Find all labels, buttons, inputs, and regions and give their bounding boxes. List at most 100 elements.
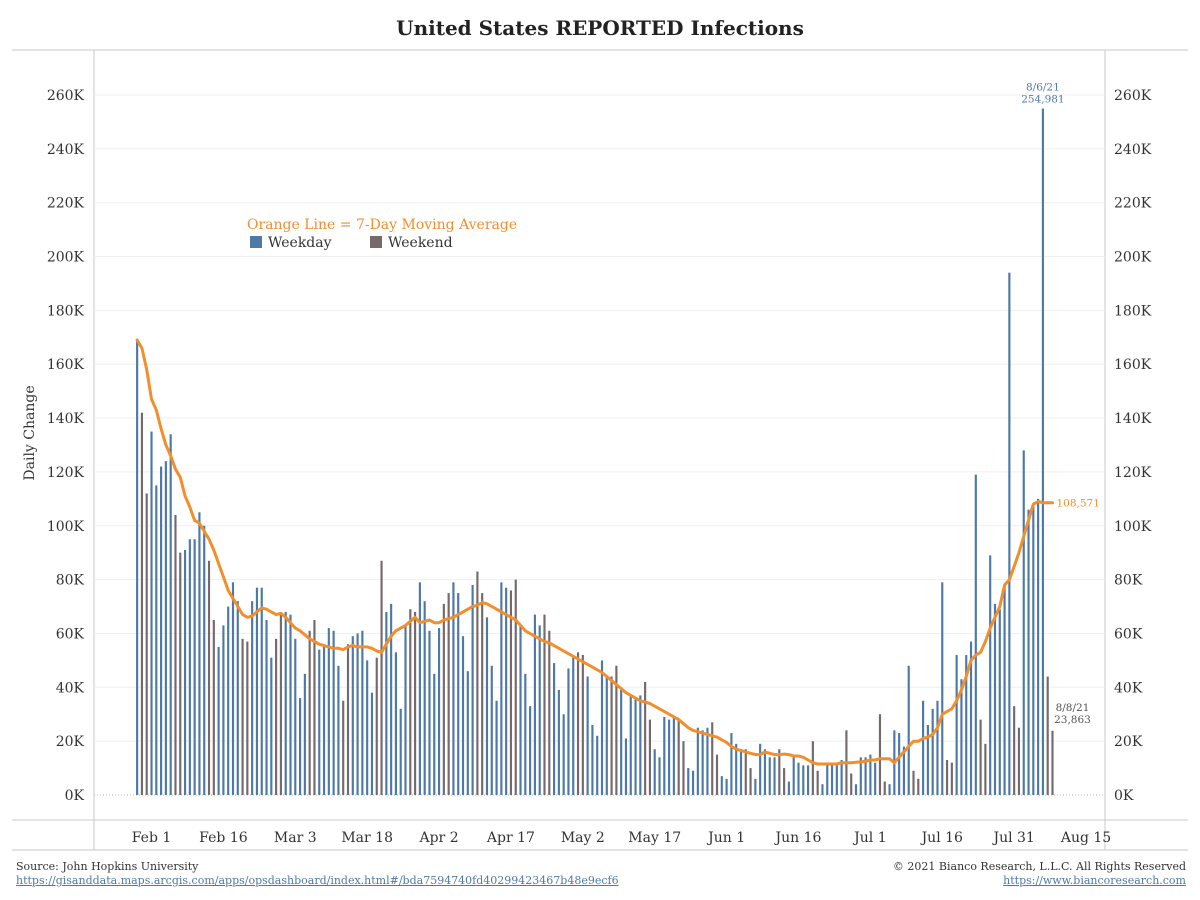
weekend-bar — [850, 773, 853, 795]
weekend-bar — [275, 638, 278, 795]
weekend-bar — [548, 630, 551, 795]
weekday-bar — [452, 582, 455, 795]
legend-label-weekday: Weekday — [268, 235, 332, 251]
weekend-bar — [308, 630, 311, 795]
weekday-bar — [725, 778, 728, 795]
y-tick-label-left: 60K — [56, 626, 85, 642]
weekday-bar — [874, 762, 877, 795]
legend-swatch-weekend — [370, 236, 382, 248]
weekday-bar — [941, 582, 944, 795]
y-tick-label-right: 140K — [1114, 411, 1152, 427]
weekday-bar — [231, 582, 235, 795]
weekday-bar — [198, 512, 201, 795]
weekday-bar — [898, 733, 901, 795]
weekend-bar — [816, 770, 819, 795]
legend-label-weekend: Weekend — [388, 235, 453, 251]
y-tick-label-right: 0K — [1114, 788, 1134, 804]
weekday-bar — [596, 735, 599, 795]
weekend-bar — [878, 714, 882, 795]
x-tick-label: Aug 15 — [1060, 830, 1111, 846]
weekday-bar — [802, 765, 805, 795]
source-link[interactable]: https://gisanddata.maps.arcgis.com/apps/… — [16, 874, 619, 887]
weekday-bar — [787, 781, 790, 795]
weekend-bar — [576, 652, 580, 795]
weekday-bar — [356, 633, 359, 795]
weekday-bar — [294, 638, 297, 795]
x-tick-label: Jul 31 — [991, 830, 1034, 846]
weekday-bar — [835, 762, 838, 795]
y-tick-label-left: 180K — [47, 303, 85, 319]
weekday-bar — [562, 714, 565, 795]
x-tick-label: Jul 1 — [852, 830, 886, 846]
weekend-bar — [811, 741, 814, 795]
weekend-bar — [313, 620, 316, 795]
weekday-bar — [730, 733, 733, 795]
x-tick-label: Apr 17 — [486, 830, 535, 846]
weekday-bar — [303, 673, 306, 795]
weekend-bar — [543, 614, 546, 795]
y-tick-label-right: 240K — [1114, 142, 1152, 158]
weekend-bar — [749, 768, 752, 795]
weekday-bar — [466, 671, 469, 795]
weekday-bar — [399, 708, 402, 795]
weekday-bar — [955, 655, 958, 795]
weekday-bar — [859, 757, 862, 795]
weekend-bar — [246, 641, 249, 795]
weekday-bar — [337, 665, 340, 795]
weekday-bar — [538, 625, 541, 795]
weekend-bar — [375, 657, 378, 795]
weekday-bar — [696, 727, 699, 795]
weekend-bar — [342, 700, 345, 795]
weekday-bar — [227, 606, 230, 795]
weekend-bar — [481, 593, 484, 795]
weekday-bar — [390, 603, 393, 795]
x-tick-label: May 2 — [561, 830, 605, 846]
weekday-bar — [691, 770, 695, 795]
weekday-bar — [768, 757, 771, 795]
weekday-bar — [1008, 272, 1011, 795]
weekend-bar — [778, 749, 781, 795]
weekday-bar — [620, 687, 623, 795]
weekday-bar — [687, 768, 690, 795]
weekday-bar — [864, 757, 867, 795]
weekend-bar — [984, 743, 987, 795]
weekday-bar — [203, 525, 206, 795]
weekday-bar — [150, 431, 153, 795]
weekday-bar — [854, 784, 858, 795]
y-tick-label-right: 60K — [1114, 626, 1143, 642]
y-tick-label-left: 160K — [47, 357, 85, 373]
y-tick-label-right: 260K — [1114, 88, 1152, 104]
x-tick-label: Jun 1 — [706, 830, 745, 846]
weekday-bar — [552, 663, 556, 795]
weekday-bar — [739, 749, 743, 795]
weekday-bar — [668, 719, 671, 795]
weekday-bar — [701, 730, 704, 795]
weekday-bar — [222, 625, 225, 795]
y-tick-label-left: 120K — [47, 465, 85, 481]
weekday-bar — [931, 708, 934, 795]
weekday-bar — [586, 676, 589, 795]
weekday-bar — [298, 698, 302, 795]
weekend-bar — [950, 762, 953, 795]
weekday-bar — [600, 660, 604, 795]
x-axis: Feb 1 Feb 16 Mar 3 Mar 18 Apr 2 Apr 17 May 2 Ma… — [132, 830, 1111, 846]
y-tick-label-left: 220K — [47, 196, 85, 212]
annotation-last-value: 23,863 — [1054, 714, 1091, 726]
weekday-bar — [792, 757, 795, 795]
y-tick-label-right: 200K — [1114, 250, 1152, 266]
bars-layer — [136, 108, 1054, 795]
weekday-bar — [236, 601, 239, 795]
weekday-bar — [160, 466, 163, 795]
weekend-bar — [140, 412, 144, 795]
y-tick-label-right: 100K — [1114, 519, 1152, 535]
website-link[interactable]: https://www.biancoresearch.com — [1003, 874, 1186, 887]
weekday-bar — [653, 749, 656, 795]
chart-title: United States REPORTED Infections — [396, 16, 804, 40]
weekday-bar — [735, 743, 738, 795]
weekday-bar — [193, 539, 196, 795]
source-label: Source: John Hopkins University — [16, 860, 199, 873]
weekend-bar — [409, 609, 412, 795]
weekend-bar — [179, 552, 182, 795]
weekday-bar — [361, 630, 364, 795]
